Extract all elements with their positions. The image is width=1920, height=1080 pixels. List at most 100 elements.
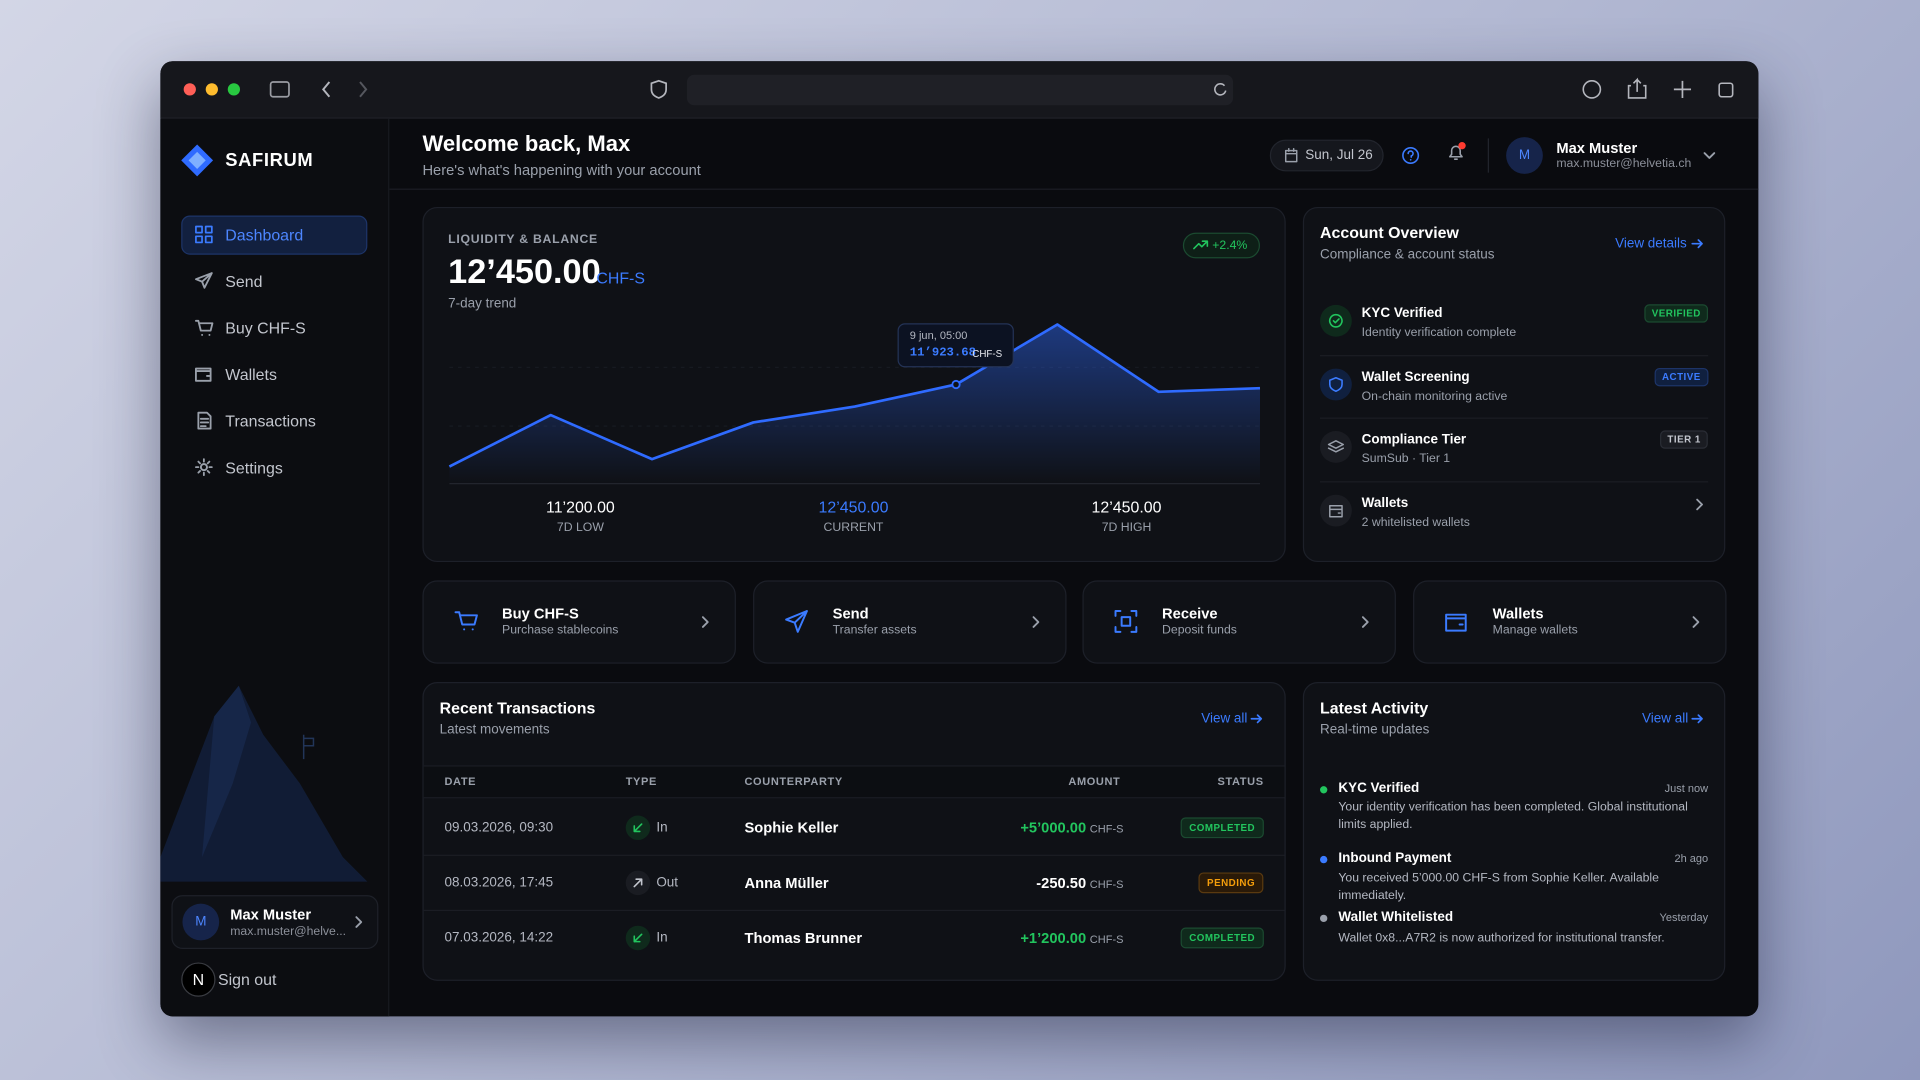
tx-type: In [656,930,668,946]
action-title[interactable]: Buy CHF-S [502,604,579,623]
balance: 12’450.00 [448,252,601,291]
avatar-initial: M [195,914,207,930]
status-icon-bg [1320,431,1352,463]
view-all-link[interactable]: View all [1201,711,1248,727]
nav-icon [195,225,213,244]
share-button[interactable] [1627,77,1647,99]
action-card[interactable] [1082,580,1396,664]
card-title: Account Overview [1320,223,1459,242]
chevron [355,916,363,928]
activity-card [1302,682,1726,981]
row-divider [423,909,1285,912]
view-details-link[interactable]: View details [1615,236,1687,252]
new-tab-button[interactable] [1673,80,1692,98]
stat-label: CURRENT [823,521,884,535]
user-email: max.muster@helvetia.ch [1556,157,1692,171]
tx-type: Out [656,875,679,891]
nav-item[interactable]: Settings [225,458,283,477]
row-divider [423,854,1285,856]
nav-item[interactable]: Buy CHF-S [225,318,306,338]
page-subtitle: Here's what's happening with your accoun… [422,161,701,179]
item-desc: Identity verification complete [1361,326,1517,340]
sign-out-icon-bg[interactable] [181,962,216,997]
status-icon-bg [1320,494,1352,526]
action-icon [1445,613,1467,632]
page-title: Welcome back, Max [422,131,631,157]
tx-amount: -250.50 [1036,874,1087,892]
chevron [1032,616,1040,628]
item-desc: SumSub · Tier 1 [1361,452,1451,466]
reload-button[interactable] [1214,83,1227,96]
header-avatar[interactable] [1506,137,1543,174]
user-name: Max Muster [1556,139,1638,157]
action-icon [785,610,808,633]
back-button[interactable] [321,81,331,98]
action-card[interactable] [753,580,1067,664]
tooltip-unit: CHF-S [972,348,1003,360]
nav-item[interactable]: Send [225,272,263,291]
card-subtitle: Real-time updates [1320,722,1430,738]
column-header: DATE [444,775,477,788]
minimize-button[interactable] [205,83,218,96]
activity-dot [1320,914,1328,923]
change: +2.4% [1212,238,1248,253]
status-icon [1328,376,1343,392]
close-button[interactable] [183,83,196,96]
action-title[interactable]: Wallets [1492,604,1544,623]
downloads-button[interactable] [1582,80,1602,99]
activity-time: 2h ago [1674,852,1709,865]
shield-icon [650,79,667,99]
nav-icon [195,272,213,289]
notifications-button[interactable] [1446,142,1466,163]
zoom-button[interactable] [227,83,240,96]
account-card [1302,206,1726,563]
action-title[interactable]: Receive [1162,604,1218,623]
action-icon [1114,610,1138,633]
status-badge: COMPLETED [1180,927,1264,949]
status-icon-bg [1320,367,1352,400]
tooltip-value: 11’923.68 [909,347,976,361]
activity-desc: Wallet 0x8...A7R2 is now authorized for … [1338,931,1665,946]
user-menu-chevron[interactable] [1703,152,1716,161]
tx-date: 09.03.2026, 09:30 [444,820,554,836]
sign-out[interactable]: Sign out [217,970,277,989]
nav-item[interactable]: Transactions [225,412,316,431]
status-badge: COMPLETED [1180,817,1264,839]
activity-desc: You received 5’000.00 CHF-S from Sophie … [1338,871,1659,903]
action-desc: Purchase stablecoins [502,623,619,638]
tooltip-time: 9 jun, 05:00 [909,329,968,342]
tx-amount: +5’000.00 [1020,819,1087,837]
currency: CHF-S [596,268,645,288]
nav-item[interactable]: Dashboard [225,225,304,245]
column-header: STATUS [1217,775,1264,788]
tx-date: 07.03.2026, 14:22 [444,930,554,946]
tx-type: In [656,820,668,836]
arrow-icon [1691,714,1703,724]
address-bar[interactable] [686,74,1234,106]
brand-name: SAFIRUM [225,150,314,171]
card-title: Recent Transactions [439,698,596,717]
trend-label: 7-day trend [448,296,517,312]
change-pill [1182,232,1260,259]
sidebar [160,118,390,1017]
nav-icon [195,319,214,336]
sidebar-toggle[interactable] [269,81,290,98]
nav-item[interactable]: Wallets [225,365,277,384]
help-button[interactable] [1402,147,1420,165]
action-desc: Transfer assets [832,623,917,638]
date-pill[interactable] [1269,139,1384,172]
stat-label: 7D HIGH [1101,521,1152,535]
chart-area [449,324,1260,484]
chevron [1361,616,1369,628]
tabs-button[interactable] [1718,82,1734,98]
forward-button[interactable] [359,81,368,98]
avatar-initial: M [1518,148,1531,163]
tx-date: 08.03.2026, 17:45 [444,875,554,891]
tx-unit: CHF-S [1089,822,1124,836]
action-desc: Manage wallets [1492,623,1578,638]
action-title[interactable]: Send [832,604,869,623]
view-all-link[interactable]: View all [1642,711,1689,727]
